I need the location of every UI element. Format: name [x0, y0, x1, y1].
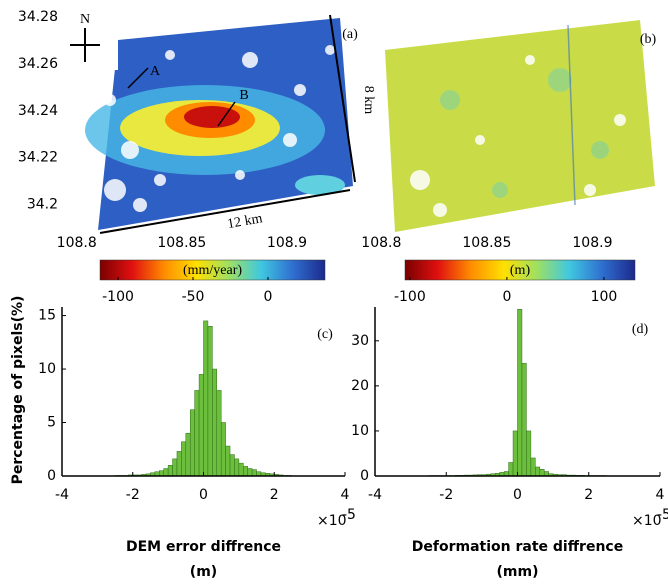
bar	[521, 363, 527, 477]
colorbar-label: (mm/year)	[183, 263, 242, 278]
colorbar-tick-label: -100	[394, 289, 426, 305]
x-tick-label: 0	[199, 487, 208, 503]
bar	[526, 430, 532, 477]
bar	[203, 320, 209, 477]
x-tick-label: 4	[656, 487, 665, 503]
map-a-image	[62, 14, 356, 234]
panel-label: (b)	[640, 32, 657, 47]
y-tick-label: 0	[47, 468, 56, 484]
x-offset-exponent: -5	[657, 507, 668, 523]
colorbar-tick-label: 100	[591, 289, 618, 305]
y-tick-label: 5	[47, 415, 56, 431]
bar	[251, 469, 257, 477]
x-tick-label: -2	[439, 487, 453, 503]
bar	[247, 468, 253, 477]
colorbar-tick-label: -100	[102, 289, 134, 305]
y-tick-label: 15	[38, 308, 56, 324]
bar	[212, 368, 218, 477]
bar	[229, 454, 235, 477]
colorbar	[404, 259, 636, 281]
bar	[508, 462, 514, 477]
bar	[181, 441, 187, 477]
bar	[216, 390, 222, 477]
y-tick-label: 34.28	[18, 9, 58, 25]
colorbar-tick-label: 0	[264, 289, 273, 305]
bar	[238, 462, 244, 477]
bar	[535, 466, 541, 477]
x-tick-label: 2	[270, 487, 279, 503]
panel-label: (c)	[317, 327, 333, 342]
bar	[517, 309, 523, 477]
x-tick-label: -2	[126, 487, 140, 503]
y-tick-label: 30	[351, 333, 369, 349]
bar	[167, 465, 173, 477]
x-tick-label: 0	[513, 487, 522, 503]
x-tick-label: -4	[368, 487, 382, 503]
bar	[220, 422, 226, 477]
panel-label: (a)	[342, 27, 358, 42]
bar	[185, 432, 191, 477]
x-axis-label: DEM error diffrence	[126, 539, 281, 555]
bar	[189, 409, 195, 477]
bar	[198, 374, 204, 477]
colorbar-tick-label: 0	[502, 289, 511, 305]
colorbar-tick-label: -50	[182, 289, 205, 305]
annotation: 12 km	[226, 211, 264, 232]
x-offset-exponent: -5	[342, 507, 356, 523]
annotation: N	[80, 12, 90, 27]
x-tick-label: 108.85	[462, 235, 511, 251]
bar	[243, 466, 248, 477]
x-tick-label: -4	[55, 487, 69, 503]
bar	[530, 457, 536, 477]
bar	[539, 468, 545, 477]
y-tick-label: 0	[360, 468, 369, 484]
x-tick-label: 4	[341, 487, 350, 503]
annotation: B	[239, 88, 248, 103]
x-axis-label: (mm)	[497, 564, 539, 580]
annotation: A	[150, 64, 161, 79]
y-tick-label: 34.24	[18, 103, 58, 119]
bar	[172, 458, 178, 477]
x-tick-label: 108.9	[267, 235, 307, 251]
annotation: 8 km	[361, 86, 376, 115]
colorbar	[99, 259, 326, 281]
colorbar-label: (m)	[510, 263, 531, 278]
y-tick-label: 34.2	[27, 197, 58, 213]
y-tick-label: 10	[351, 423, 369, 439]
x-tick-label: 2	[584, 487, 593, 503]
bar	[159, 470, 164, 477]
bar	[194, 390, 200, 477]
bar	[512, 430, 518, 477]
x-offset-base: ×10	[632, 513, 662, 529]
y-tick-label: 20	[351, 378, 369, 394]
bar	[207, 326, 213, 477]
x-axis-label: (m)	[190, 564, 217, 580]
x-axis-label: Deformation rate diffrence	[412, 539, 623, 555]
bar	[163, 468, 169, 477]
x-tick-label: 108.8	[57, 235, 97, 251]
x-tick-label: 108.85	[157, 235, 206, 251]
bar	[225, 445, 231, 477]
y-tick-label: 34.22	[18, 150, 58, 166]
panel-label: (d)	[632, 322, 649, 337]
x-tick-label: 108.8	[361, 235, 401, 251]
y-axis-label: Percentage of pixels(%)	[10, 296, 26, 485]
bar	[234, 458, 240, 477]
x-offset-base: ×10	[317, 513, 347, 529]
map-b-image	[385, 20, 655, 232]
x-tick-label: 108.9	[572, 235, 612, 251]
y-tick-label: 10	[38, 361, 56, 377]
y-tick-label: 34.26	[18, 56, 58, 72]
bar	[176, 451, 182, 477]
